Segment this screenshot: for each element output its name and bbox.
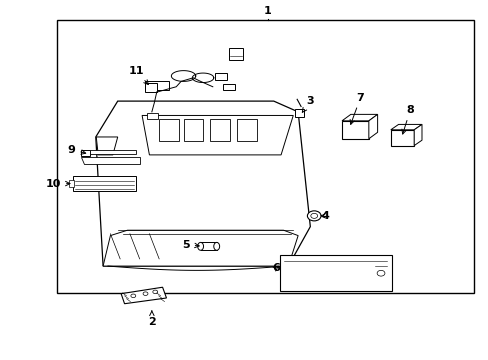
Bar [215,73,227,80]
Bar [159,119,178,140]
Ellipse shape [197,242,203,250]
Circle shape [143,292,148,296]
Text: 2: 2 [148,311,155,327]
Bar [183,119,203,140]
Text: 7: 7 [349,93,364,124]
Polygon shape [81,157,140,164]
Polygon shape [121,287,166,304]
Bar [279,255,391,291]
Polygon shape [413,125,421,145]
Bar [294,109,304,117]
Text: 8: 8 [401,105,413,134]
Text: 3: 3 [302,96,313,112]
Text: 1: 1 [264,6,271,17]
Bar [222,84,234,90]
Polygon shape [142,116,293,155]
Polygon shape [390,125,421,130]
Text: 5: 5 [182,239,199,249]
Polygon shape [96,137,118,155]
Bar [144,83,157,92]
Polygon shape [341,114,377,121]
Bar [90,149,136,154]
Circle shape [307,211,321,221]
Ellipse shape [213,242,219,250]
Bar [210,119,229,140]
Text: 10: 10 [45,179,70,189]
Text: 4: 4 [320,211,328,221]
Circle shape [310,213,317,219]
Polygon shape [103,230,298,266]
Circle shape [376,270,384,276]
Text: 9: 9 [67,144,85,154]
Circle shape [131,294,136,298]
Bar [147,113,158,119]
Bar [81,149,90,156]
Circle shape [153,290,158,294]
Bar [237,119,256,140]
Bar [390,130,413,145]
Polygon shape [144,81,168,90]
Bar [57,21,473,293]
Polygon shape [96,101,310,266]
Text: 11: 11 [128,66,148,85]
Polygon shape [368,114,377,139]
Bar [228,48,242,60]
Bar [341,121,368,139]
Text: 6: 6 [272,263,280,273]
Polygon shape [73,176,136,191]
Bar [69,180,74,187]
